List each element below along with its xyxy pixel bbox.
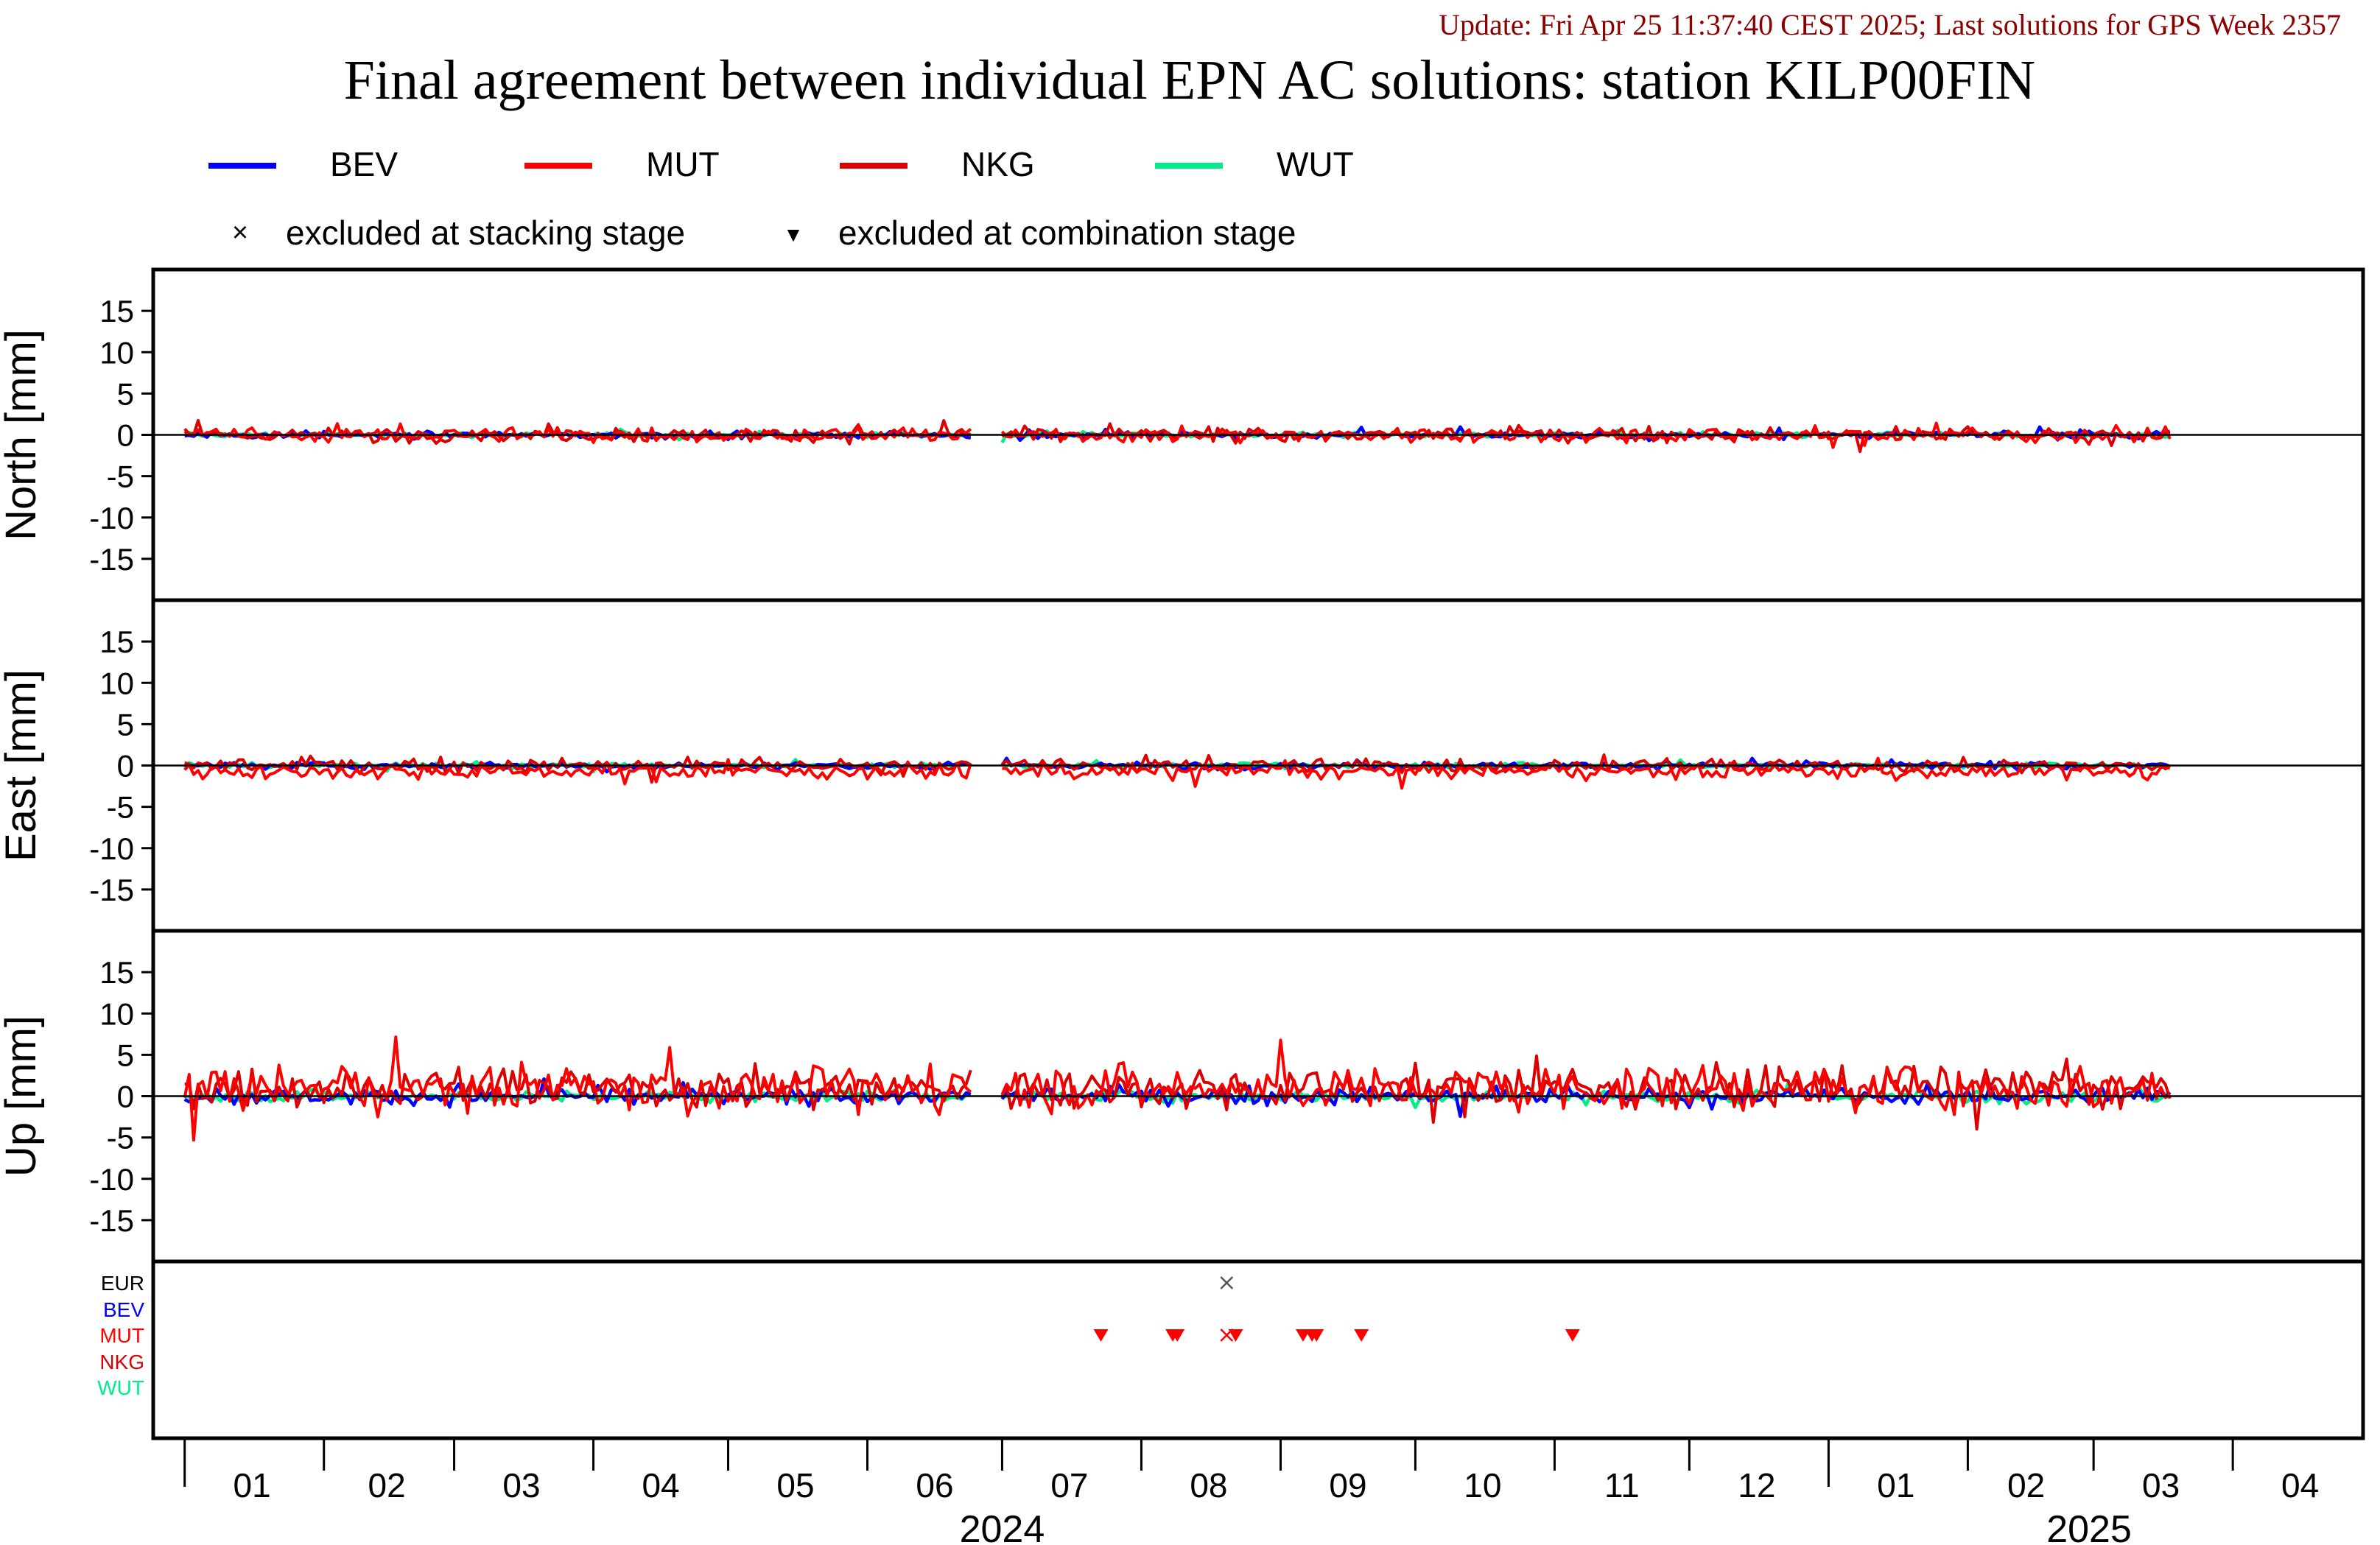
y-tick-label: 10: [99, 996, 134, 1031]
y-tick-label: -15: [89, 542, 134, 577]
series-nkg-line: [184, 754, 972, 784]
legend-label-mut: MUT: [646, 145, 720, 183]
x-tick-label: 01: [234, 1466, 271, 1504]
y-tick-label: 10: [99, 666, 134, 700]
x-tick-label: 09: [1329, 1466, 1366, 1504]
combination-exclusion-marker: [1309, 1329, 1324, 1342]
x-tick-label: 04: [2281, 1466, 2319, 1504]
y-tick-label: 5: [117, 1038, 134, 1072]
stacking-marker-icon: ×: [232, 217, 248, 248]
x-year-label: 2024: [960, 1508, 1045, 1545]
x-tick-label: 08: [1190, 1466, 1227, 1504]
y-tick-label: 15: [99, 955, 134, 990]
y-tick-label: -5: [107, 790, 134, 825]
y-tick-label: 0: [117, 749, 134, 784]
combination-exclusion-marker: [1170, 1329, 1185, 1342]
exclusion-frame: [151, 1259, 2365, 1440]
y-tick-label: 10: [99, 335, 134, 370]
series-mut-line: [183, 422, 972, 444]
y-tick-label: -10: [89, 831, 134, 866]
panel-north: -15 -10 -5 0 5 10 15 North [mm]: [0, 267, 2365, 602]
y-axis-label: East [mm]: [0, 669, 45, 862]
panel-up: -15 -10 -5 0 5 10 15 Up [mm]: [0, 929, 2365, 1264]
update-text: Update: Fri Apr 25 11:37:40 CEST 2025; L…: [1439, 8, 2341, 41]
legend-combination-label: excluded at combination stage: [838, 214, 1296, 252]
combination-exclusion-marker: [1565, 1329, 1580, 1342]
legend-label-nkg: NKG: [961, 145, 1035, 183]
y-tick-label: 15: [99, 294, 134, 328]
x-tick-label: 02: [368, 1466, 405, 1504]
x-axis: 01 02 03 04 05 06 07 08 09 10 11 12 01 02 03 04 2024 2025: [183, 1438, 2319, 1545]
x-tick-label: 02: [2007, 1466, 2045, 1504]
combination-marker-icon: ▼: [783, 223, 804, 246]
series-mut-line: [183, 758, 972, 786]
panels: -15 -10 -5 0 5 10 15 North [mm] -15 -10 -5 0 5 10 15 Ea…: [0, 267, 2365, 1440]
exclusion-row-label-mut: MUT: [99, 1324, 144, 1347]
exclusion-row-label-bev: BEV: [103, 1298, 144, 1321]
y-tick-label: 0: [117, 1080, 134, 1114]
legend-label-bev: BEV: [330, 145, 398, 183]
stacking-exclusion-marker: [1220, 1328, 1234, 1342]
chart-title: Final agreement between individual EPN A…: [344, 49, 2036, 111]
combination-exclusion-marker: [1354, 1329, 1369, 1342]
y-tick-label: 5: [117, 707, 134, 742]
exclusion-row-label-nkg: NKG: [99, 1351, 144, 1373]
series-mut-line: [1000, 1038, 2171, 1116]
y-tick-label: 0: [117, 418, 134, 453]
x-tick-label: 10: [1464, 1466, 1501, 1504]
series-nkg-line: [1000, 1054, 2172, 1131]
x-tick-label: 06: [916, 1466, 953, 1504]
combination-exclusion-marker: [1093, 1329, 1109, 1342]
x-tick-label: 07: [1050, 1466, 1088, 1504]
exclusion-panel: EUR BEV MUT NKG WUT: [97, 1259, 2365, 1440]
x-tick-label: 04: [642, 1466, 679, 1504]
y-tick-label: -5: [107, 1121, 134, 1155]
y-tick-label: -10: [89, 501, 134, 535]
x-tick-label: 03: [502, 1466, 540, 1504]
y-axis-label: Up [mm]: [0, 1016, 45, 1177]
y-axis-label: North [mm]: [0, 329, 45, 541]
legend-stacking-label: excluded at stacking stage: [286, 214, 685, 252]
x-tick-label: 01: [1877, 1466, 1914, 1504]
x-tick-label: 12: [1738, 1466, 1775, 1504]
exclusion-row-label-eur: EUR: [101, 1272, 144, 1295]
stacking-exclusion-marker: [1220, 1276, 1234, 1289]
y-tick-label: 15: [99, 624, 134, 659]
y-tick-label: -15: [89, 1203, 134, 1238]
legend-label-wut: WUT: [1277, 145, 1354, 183]
legend: BEV MUT NKG WUT × excluded at stacking stage ▼…: [208, 145, 1354, 252]
panel-east: -15 -10 -5 0 5 10 15 East [mm]: [0, 598, 2365, 933]
y-tick-label: -5: [107, 460, 134, 494]
x-tick-label: 03: [2142, 1466, 2180, 1504]
series-mut-line: [1002, 753, 2171, 790]
x-tick-label: 11: [1604, 1466, 1640, 1504]
y-tick-label: 5: [117, 376, 134, 411]
series-mut-line: [1000, 421, 2172, 449]
exclusion-row-label-wut: WUT: [97, 1376, 144, 1399]
y-tick-label: -15: [89, 873, 134, 907]
series-mut-line: [183, 1035, 972, 1142]
y-tick-label: -10: [89, 1162, 134, 1197]
combination-exclusion-marker: [1228, 1329, 1243, 1342]
x-year-label: 2025: [2046, 1508, 2132, 1545]
x-tick-label: 05: [776, 1466, 814, 1504]
